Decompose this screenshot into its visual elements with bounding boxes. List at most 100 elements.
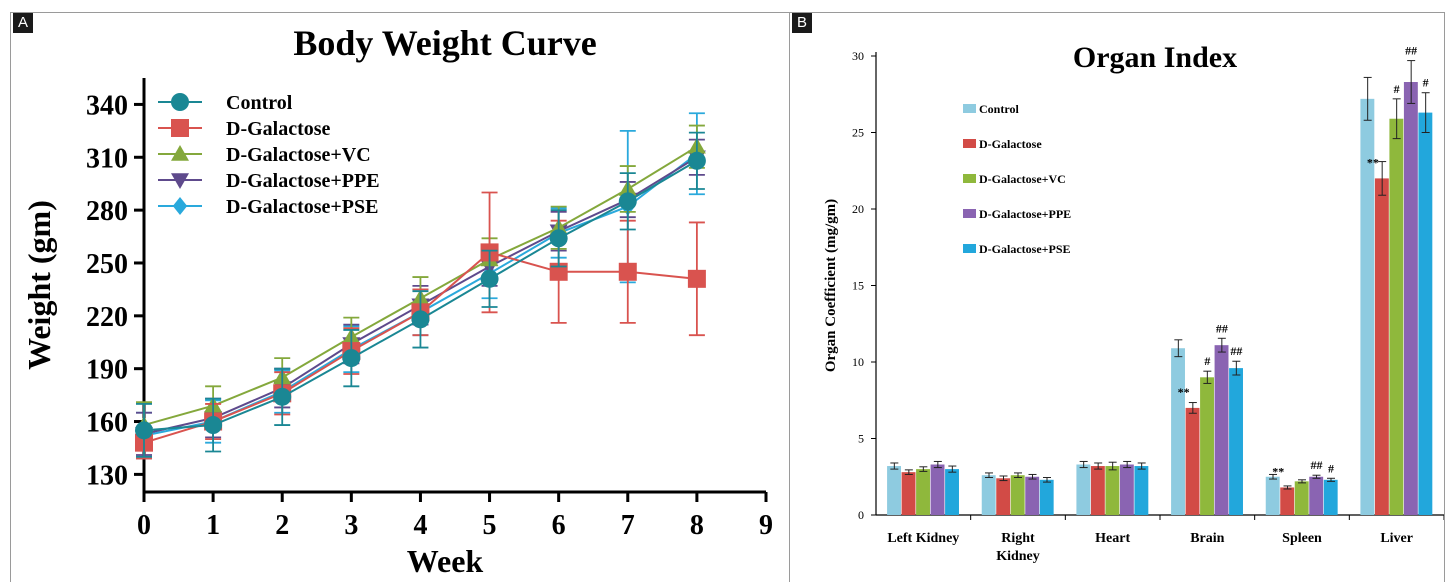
significance-label: # [1204, 354, 1210, 368]
x-tick-label: 6 [552, 510, 566, 541]
bar-liver-d-galactose: ** [1367, 155, 1389, 515]
legend-marker [171, 173, 189, 189]
significance-label: ## [1216, 321, 1228, 335]
chart-title: Organ Index [1073, 41, 1237, 74]
y-tick-label: 160 [86, 408, 128, 439]
legend-swatch [963, 104, 976, 113]
significance-label: ** [1367, 155, 1379, 169]
panel-b-border-right [1444, 12, 1445, 582]
bar-spleen-d-galactose-vc [1294, 479, 1309, 515]
bar [1134, 466, 1149, 515]
legend-label: Control [226, 92, 293, 114]
bar [916, 469, 930, 515]
bar-liver-d-galactose-ppe: ## [1403, 44, 1418, 515]
x-tick-label: Heart [1095, 531, 1130, 546]
bar-brain-d-galactose-pse: ## [1229, 344, 1243, 515]
bar-liver-d-galactose-vc: # [1389, 82, 1404, 515]
bar [945, 469, 959, 515]
legend-label: Control [979, 102, 1019, 116]
y-tick-label: 20 [852, 202, 864, 216]
data-point [204, 416, 223, 435]
bar-heart-d-galactose-vc [1105, 461, 1120, 515]
x-tick-label: 2 [275, 510, 289, 541]
bar [1229, 368, 1243, 515]
legend-swatch [963, 209, 976, 218]
body-weight-panel: A Body Weight Curve 130 160 190 220 250 280 310… [13, 13, 773, 579]
legend-label: D-Galactose+PSE [226, 196, 379, 218]
bar-spleen-d-galactose-pse: # [1323, 461, 1338, 515]
data-point [342, 349, 361, 368]
bar [1076, 464, 1091, 515]
legend-label: D-Galactose+PSE [979, 242, 1071, 256]
bar [1119, 464, 1134, 515]
y-tick-label: 30 [852, 49, 864, 63]
panel-a-tag: A [13, 13, 33, 33]
bar-liver-control [1360, 76, 1375, 515]
data-point [687, 151, 706, 170]
x-tick-label: Brain [1190, 531, 1224, 546]
bar-heart-d-galactose-pse [1134, 462, 1149, 515]
x-tick-label: 0 [137, 510, 151, 541]
organ-index-chart: Organ Index 0 5 10 15 20 25 30 Organ Coefficient… [823, 41, 1445, 564]
legend-label: D-Galactose+VC [979, 172, 1066, 186]
bar-right-kidney-d-galactose [996, 475, 1011, 515]
legend-marker [171, 93, 189, 111]
y-axis-title: Organ Coefficient (mg/gm) [823, 199, 839, 372]
bar [887, 466, 901, 515]
bar [996, 478, 1011, 515]
bar-spleen-control [1265, 473, 1280, 515]
y-tick-label: 310 [86, 143, 128, 174]
y-tick-label: 250 [86, 249, 128, 280]
bar-liver-d-galactose-pse: # [1418, 76, 1433, 516]
bar-left-kidney-d-galactose [901, 469, 916, 515]
bar [1010, 475, 1025, 515]
bar [1294, 481, 1309, 515]
bar [1389, 118, 1404, 515]
panel-divider [789, 12, 790, 582]
body-weight-chart: Body Weight Curve13016019022025028031034… [21, 23, 773, 579]
bar-left-kidney-d-galactose-ppe [930, 460, 945, 515]
x-tick-label: 8 [690, 510, 704, 541]
bar [1360, 98, 1375, 515]
bar-brain-d-galactose-vc: # [1200, 354, 1214, 515]
bar [1214, 345, 1229, 515]
x-tick-label: 1 [206, 510, 220, 541]
y-tick-label: 15 [852, 279, 864, 293]
bar-spleen-d-galactose-ppe: ## [1309, 458, 1324, 515]
bar-right-kidney-d-galactose-vc [1010, 472, 1025, 515]
bar-right-kidney-d-galactose-ppe [1025, 473, 1040, 515]
data-point [411, 310, 430, 329]
x-tick-label: 7 [621, 510, 635, 541]
significance-label: ## [1230, 344, 1242, 358]
chart-title: Body Weight Curve [293, 23, 596, 63]
bar [1185, 407, 1200, 515]
x-tick-label: Kidney [996, 549, 1040, 564]
bar-heart-d-galactose-ppe [1119, 460, 1134, 515]
bar [1200, 377, 1214, 515]
bar-brain-d-galactose-ppe: ## [1214, 321, 1229, 515]
significance-label: ** [1272, 464, 1284, 478]
bar [901, 472, 916, 515]
x-axis-title: Week [407, 543, 484, 579]
bar-left-kidney-d-galactose-pse [945, 465, 959, 515]
legend-swatch [963, 174, 976, 183]
legend-label: D-Galactose [226, 118, 331, 140]
significance-label: ** [1178, 385, 1190, 399]
data-point [480, 269, 499, 288]
bar [1374, 178, 1389, 515]
x-tick-label: Spleen [1282, 531, 1322, 546]
bar-right-kidney-d-galactose-pse [1039, 477, 1054, 515]
significance-label: # [1423, 76, 1429, 90]
organ-index-panel: B Organ Index 0 5 10 15 20 25 30 Organ Coefficie… [789, 0, 1455, 582]
bar [1403, 82, 1418, 515]
legend-swatch [963, 244, 976, 253]
x-tick-label: 3 [344, 510, 358, 541]
legend-label: D-Galactose+VC [226, 144, 371, 166]
y-tick-label: 340 [86, 90, 128, 121]
legend: Control D-Galactose D-Galactose+VC D-Galact… [158, 92, 380, 218]
significance-label: ## [1405, 44, 1417, 58]
y-axis-title: Weight (gm) [21, 200, 57, 370]
bar [1171, 348, 1185, 515]
x-tick-label: Right [1001, 531, 1035, 546]
bar-right-kidney-control [981, 472, 996, 515]
